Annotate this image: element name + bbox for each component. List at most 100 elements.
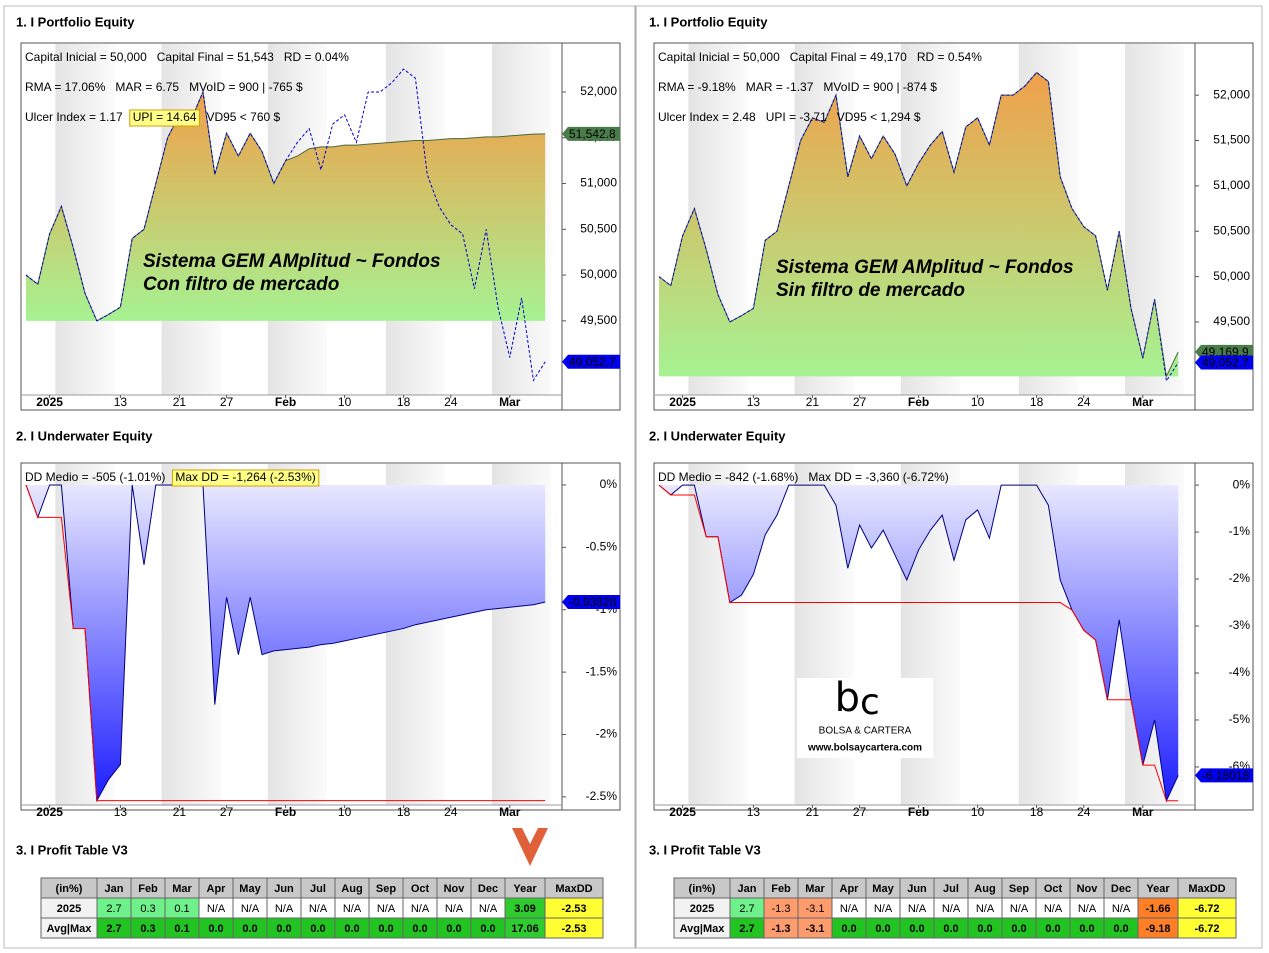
series-line xyxy=(25,484,546,802)
stat-text: MAR = -1.37 xyxy=(746,80,814,94)
x-tick-label: 10 xyxy=(971,805,985,819)
table-header: Jun xyxy=(907,883,927,895)
x-tick-label: Feb xyxy=(275,395,296,409)
logo-mark: c xyxy=(860,682,880,723)
x-tick-label: 24 xyxy=(1077,805,1091,819)
table-header: Jul xyxy=(943,883,959,895)
y-tick-label: -2% xyxy=(596,727,618,741)
stat-text: UPI = 14.64 xyxy=(133,110,197,124)
table-value: N/A xyxy=(840,903,859,915)
table-value: 0.0 xyxy=(480,923,495,935)
table-value: 0.0 xyxy=(875,923,890,935)
stat-text: DD Medio = -505 (-1.01%) xyxy=(25,470,165,484)
stat-text: VD95 < 1,294 $ xyxy=(837,110,921,124)
arrow-marker xyxy=(512,828,548,866)
table-value: 0.0 xyxy=(1045,923,1060,935)
table-value: N/A xyxy=(207,903,226,915)
table-header: Sep xyxy=(376,883,396,895)
table-value: N/A xyxy=(309,903,328,915)
x-tick-label: 24 xyxy=(1077,395,1091,409)
end-label: -0.93828 xyxy=(569,595,617,609)
x-tick-label: Mar xyxy=(1132,395,1154,409)
table-header: Apr xyxy=(840,883,860,895)
table-header: Jun xyxy=(274,883,294,895)
table-value: 2.7 xyxy=(106,923,121,935)
end-label-box xyxy=(1195,344,1253,359)
x-tick-label: 13 xyxy=(747,805,761,819)
x-tick-label: 13 xyxy=(114,805,128,819)
x-tick-label: 21 xyxy=(806,395,820,409)
y-tick-label: 0% xyxy=(600,477,618,491)
dashed-line xyxy=(658,71,1179,383)
table-header: Apr xyxy=(207,883,227,895)
end-label: 49,052.7 xyxy=(1202,356,1249,370)
x-tick-label: Feb xyxy=(908,395,929,409)
series-line xyxy=(658,484,1179,802)
logo-box xyxy=(797,678,933,758)
x-tick-label: 13 xyxy=(747,395,761,409)
y-tick-label: -3% xyxy=(1229,618,1251,632)
area-fill xyxy=(659,485,1179,801)
table-value: 0.3 xyxy=(140,923,155,935)
table-value: 2.7 xyxy=(739,923,754,935)
logo-brand: BOLSA & CARTERA xyxy=(819,726,912,737)
y-tick-label: 50,500 xyxy=(580,221,617,235)
table-header: Nov xyxy=(1077,883,1099,895)
table-value: N/A xyxy=(445,903,464,915)
end-label-box xyxy=(562,126,620,141)
table-header: Jan xyxy=(738,883,757,895)
x-tick-label: 2025 xyxy=(669,395,696,409)
y-tick-label: 51,000 xyxy=(1213,178,1250,192)
table-value: 0.0 xyxy=(242,923,257,935)
y-tick-label: 49,500 xyxy=(580,313,617,327)
table-header: Jan xyxy=(105,883,124,895)
table-value: -6.72 xyxy=(1194,903,1219,915)
table-header: Mar xyxy=(805,883,825,895)
table-header: Oct xyxy=(1044,883,1063,895)
logo-mark: b xyxy=(835,675,860,721)
table-value: N/A xyxy=(1010,903,1029,915)
x-tick-label: 18 xyxy=(1030,805,1044,819)
table-header: Sep xyxy=(1009,883,1029,895)
stat-text: RMA = 17.06% xyxy=(25,80,106,94)
x-tick-label: 2025 xyxy=(669,805,696,819)
stat-text: RD = 0.54% xyxy=(917,50,982,64)
end-label-box xyxy=(1195,768,1253,783)
table-value: N/A xyxy=(942,903,961,915)
x-tick-label: 21 xyxy=(806,805,820,819)
x-tick-label: 21 xyxy=(173,805,187,819)
table-cell xyxy=(1177,917,1237,939)
y-tick-label: 52,000 xyxy=(1213,87,1250,101)
logo-url: www.bolsaycartera.com xyxy=(807,743,922,754)
table-header: Dec xyxy=(1111,883,1131,895)
table-value: 2.7 xyxy=(106,903,121,915)
end-label: -6.18018 xyxy=(1202,769,1250,783)
table-header: Year xyxy=(513,883,537,895)
table-value: N/A xyxy=(976,903,995,915)
table-value: 0.0 xyxy=(344,923,359,935)
table-header: Nov xyxy=(444,883,466,895)
y-tick-label: 52,000 xyxy=(580,84,617,98)
table-value: 0.3 xyxy=(140,903,155,915)
x-tick-label: 18 xyxy=(397,395,411,409)
y-tick-label: -0.5% xyxy=(586,540,618,554)
table-value: -2.53 xyxy=(561,903,586,915)
table-value: N/A xyxy=(479,903,498,915)
x-tick-label: Mar xyxy=(499,395,521,409)
x-tick-label: 24 xyxy=(444,395,458,409)
section-title: 2. I Underwater Equity xyxy=(16,428,153,443)
y-tick-label: 50,000 xyxy=(1213,269,1250,283)
series-line xyxy=(25,484,546,803)
table-cell xyxy=(544,917,604,939)
watermark: Con filtro de mercado xyxy=(143,274,339,295)
x-tick-label: 13 xyxy=(114,395,128,409)
watermark: Sistema GEM AMplitud ~ Fondos xyxy=(776,257,1074,278)
table-value: -3.1 xyxy=(806,923,825,935)
stat-text: UPI = -3.71 xyxy=(766,110,827,124)
stat-text: RMA = -9.18% xyxy=(658,80,736,94)
x-tick-label: 18 xyxy=(1030,395,1044,409)
table-value: -6.72 xyxy=(1194,923,1219,935)
x-tick-label: Feb xyxy=(908,805,929,819)
table-header: Feb xyxy=(138,883,158,895)
